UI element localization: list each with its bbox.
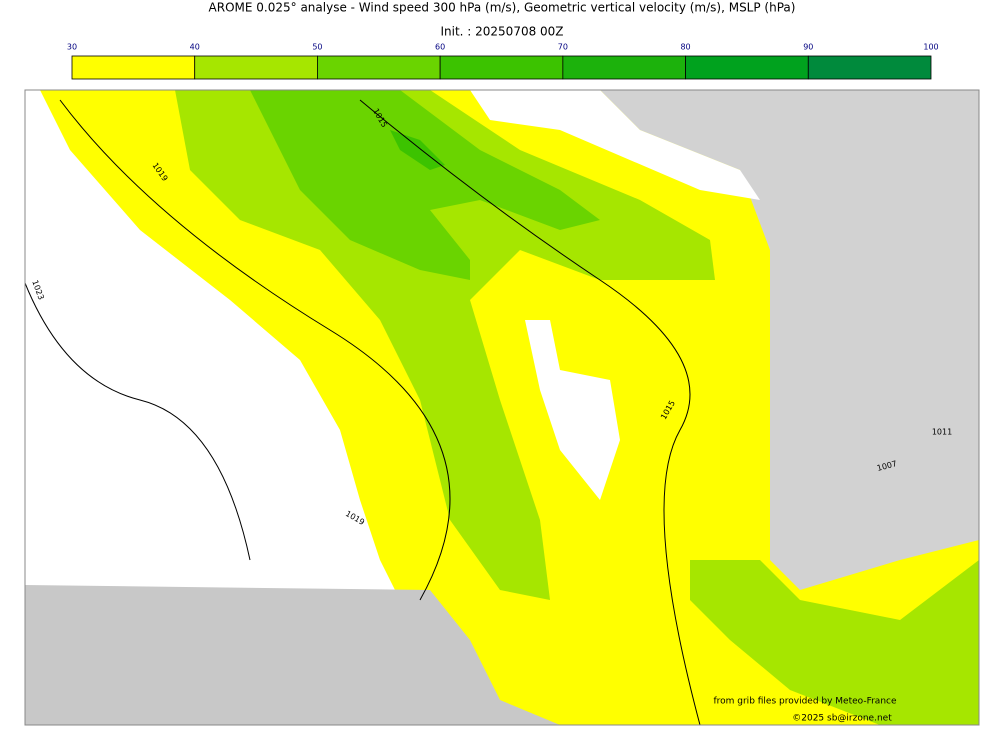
- wind-band: [250, 90, 600, 280]
- colorbar-tick-label: 90: [803, 43, 813, 52]
- source-credit: from grib files provided by Meteo-France: [713, 697, 896, 707]
- copyright: ©2025 sb@irzone.net: [792, 714, 892, 724]
- colorbar-segment: [71, 55, 196, 80]
- colorbar-tick-label: 50: [312, 43, 322, 52]
- title: AROME 0.025° analyse - Wind speed 300 hP…: [209, 1, 796, 15]
- isobar: [25, 281, 251, 561]
- gray-area: [600, 90, 979, 590]
- gray-area: [25, 585, 560, 725]
- colorbar-segment: [562, 55, 686, 80]
- wind-band: [690, 560, 979, 725]
- colorbar-segment: [317, 55, 441, 80]
- sea: [25, 90, 400, 600]
- map-frame: [24, 89, 980, 726]
- colorbar-tick-label: 80: [680, 43, 690, 52]
- white-area: [470, 90, 760, 200]
- colorbar-segment: [439, 55, 564, 80]
- colorbar: 30 40 50 60 70 80 90 100: [67, 43, 939, 80]
- white-area: [525, 320, 620, 500]
- wind-band: [390, 130, 445, 170]
- colorbar-tick-label: 100: [923, 43, 938, 52]
- isobar: [59, 99, 451, 601]
- colorbar-segment: [194, 55, 318, 80]
- isobar: [359, 99, 701, 725]
- colorbar-segment: [685, 55, 809, 80]
- colorbar-tick-label: 30: [67, 43, 77, 52]
- colorbar-tick-label: 60: [435, 43, 445, 52]
- colorbar-segment: [807, 55, 932, 80]
- isobar-label: 1011: [932, 428, 952, 437]
- colorbar-tick-label: 70: [558, 43, 568, 52]
- subtitle: Init. : 20250708 00Z: [440, 25, 563, 39]
- colorbar-tick-label: 40: [190, 43, 200, 52]
